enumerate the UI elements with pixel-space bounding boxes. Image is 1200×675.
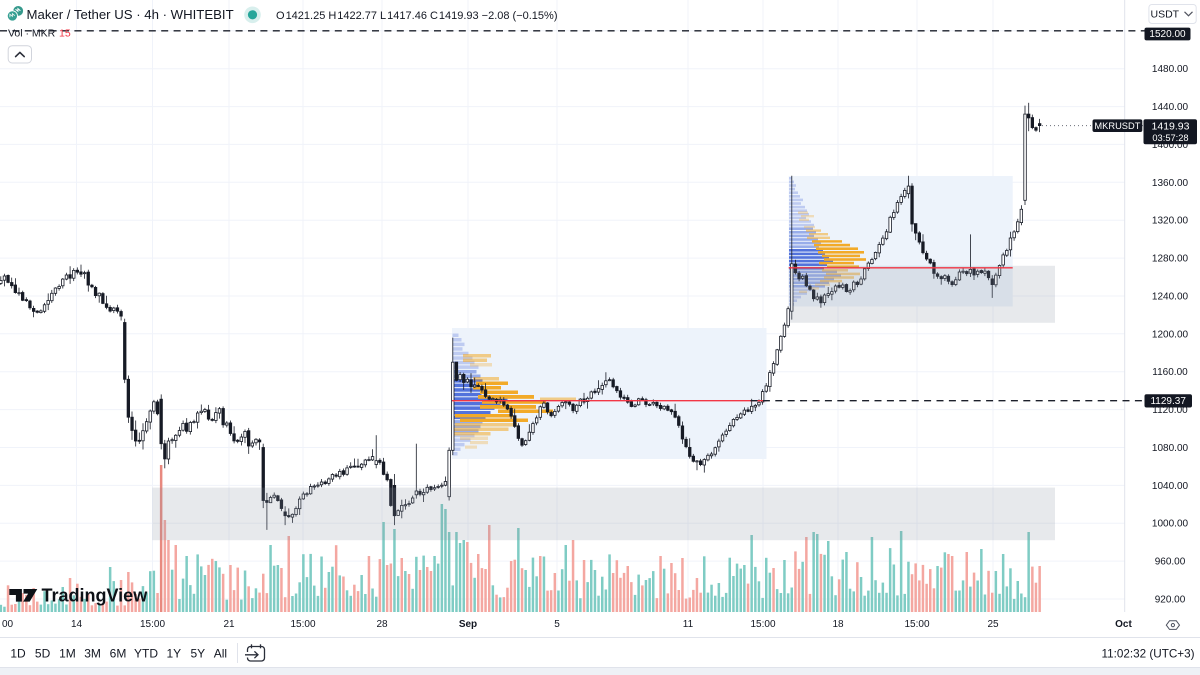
svg-text:Vol · MKR: Vol · MKR (8, 28, 56, 40)
svg-text:All: All (214, 647, 227, 661)
svg-text:1320.00: 1320.00 (1152, 216, 1189, 227)
svg-text:6M: 6M (110, 647, 127, 661)
svg-text:18: 18 (832, 619, 844, 630)
svg-text:14: 14 (71, 619, 83, 630)
svg-text:15:00: 15:00 (750, 619, 775, 630)
svg-text:1M: 1M (59, 647, 76, 661)
svg-text:21: 21 (223, 619, 235, 630)
svg-text:00: 00 (2, 619, 14, 630)
svg-text:1400.00: 1400.00 (1152, 140, 1189, 151)
svg-text:15: 15 (59, 28, 71, 40)
svg-text:920.00: 920.00 (1155, 595, 1186, 606)
svg-text:1080.00: 1080.00 (1152, 443, 1189, 454)
svg-text:1240.00: 1240.00 (1152, 292, 1189, 303)
svg-text:1160.00: 1160.00 (1152, 367, 1188, 378)
svg-text:1Y: 1Y (166, 647, 181, 661)
svg-text:03:57:28: 03:57:28 (1152, 133, 1188, 143)
svg-text:1D: 1D (10, 647, 26, 661)
svg-text:1480.00: 1480.00 (1152, 64, 1189, 75)
svg-text:TradingView: TradingView (42, 586, 149, 606)
svg-text:Sep: Sep (459, 619, 477, 630)
svg-text:MKRUSDT: MKRUSDT (1094, 121, 1140, 131)
svg-text:5D: 5D (35, 647, 51, 661)
svg-text:1440.00: 1440.00 (1152, 102, 1189, 113)
svg-text:1129.37: 1129.37 (1150, 396, 1186, 407)
svg-text:15:00: 15:00 (290, 619, 315, 630)
svg-text:1419.93: 1419.93 (1152, 120, 1190, 132)
svg-text:YTD: YTD (134, 647, 158, 661)
svg-text:1120.00: 1120.00 (1152, 405, 1188, 416)
svg-text:11: 11 (683, 619, 694, 630)
svg-text:960.00: 960.00 (1155, 557, 1186, 568)
svg-text:5Y: 5Y (190, 647, 205, 661)
svg-text:Maker / Tether US · 4h · WHITE: Maker / Tether US · 4h · WHITEBIT (27, 7, 234, 22)
svg-text:11:02:32 (UTC+3): 11:02:32 (UTC+3) (1101, 648, 1194, 661)
svg-text:1360.00: 1360.00 (1152, 178, 1189, 189)
svg-text:1000.00: 1000.00 (1152, 519, 1189, 530)
svg-text:15:00: 15:00 (140, 619, 165, 630)
svg-text:3M: 3M (84, 647, 101, 661)
svg-text:1040.00: 1040.00 (1152, 481, 1189, 492)
svg-text:28: 28 (376, 619, 388, 630)
svg-text:25: 25 (987, 619, 999, 630)
svg-text:Oct: Oct (1115, 619, 1132, 630)
svg-text:15:00: 15:00 (904, 619, 929, 630)
svg-text:USDT: USDT (1151, 9, 1180, 21)
svg-text:1520.00: 1520.00 (1149, 29, 1186, 40)
svg-text:1280.00: 1280.00 (1152, 254, 1189, 265)
svg-text:1200.00: 1200.00 (1152, 329, 1189, 340)
svg-text:5: 5 (554, 619, 560, 630)
